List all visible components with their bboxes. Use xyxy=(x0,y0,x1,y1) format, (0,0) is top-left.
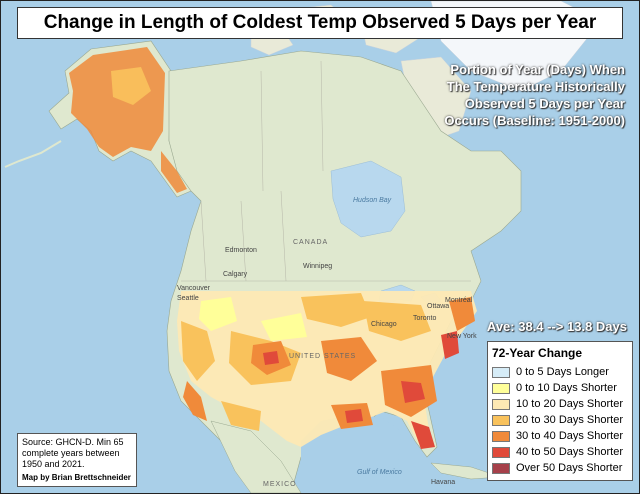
label-hudson-bay: Hudson Bay xyxy=(353,197,392,204)
legend-swatch xyxy=(492,382,510,394)
label-seattle: Seattle xyxy=(177,295,199,302)
map-credit: Map by Brian Brettschneider xyxy=(22,473,131,482)
legend: 72-Year Change 0 to 5 Days Longer 0 to 1… xyxy=(487,341,633,481)
legend-label: 10 to 20 Days Shorter xyxy=(516,398,624,410)
subtitle-line: Portion of Year (Days) When xyxy=(450,62,625,77)
aleutians xyxy=(4,140,62,168)
label-chicago: Chicago xyxy=(371,321,397,328)
label-havana: Havana xyxy=(431,479,456,486)
subtitle-line: Observed 5 Days per Year xyxy=(464,96,625,111)
legend-item: 20 to 30 Days Shorter xyxy=(492,412,628,428)
label-winnipeg: Winnipeg xyxy=(303,263,333,270)
label-gulf-of-mexico: Gulf of Mexico xyxy=(357,469,402,476)
map-title: Change in Length of Coldest Temp Observe… xyxy=(43,12,597,33)
legend-item: Over 50 Days Shorter xyxy=(492,460,628,476)
label-vancouver: Vancouver xyxy=(177,285,210,292)
label-canada: CANADA xyxy=(293,239,329,246)
shading-us xyxy=(177,291,477,449)
legend-item: 30 to 40 Days Shorter xyxy=(492,428,628,444)
shading-alaska xyxy=(69,47,187,193)
legend-swatch xyxy=(492,398,510,410)
legend-label: Over 50 Days Shorter xyxy=(516,462,623,474)
subtitle-line: Occurs (Baseline: 1951-2000) xyxy=(444,113,625,128)
map-subtitle: Portion of Year (Days) When The Temperat… xyxy=(425,61,625,129)
label-united-states: UNITED STATES xyxy=(289,353,357,360)
source-text: Source: GHCN-D. Min 65 complete years be… xyxy=(22,437,132,470)
subtitle-line: The Temperature Historically xyxy=(446,79,625,94)
legend-item: 0 to 5 Days Longer xyxy=(492,364,628,380)
label-new-york: New York xyxy=(447,333,477,340)
title-box: Change in Length of Coldest Temp Observe… xyxy=(17,7,623,39)
legend-swatch xyxy=(492,430,510,442)
hudson-bay xyxy=(330,160,406,238)
legend-swatch xyxy=(492,462,510,474)
legend-label: 0 to 5 Days Longer xyxy=(516,366,609,378)
legend-swatch xyxy=(492,366,510,378)
label-ottawa: Ottawa xyxy=(427,303,450,310)
source-line: 1950 and 2021. xyxy=(22,459,85,469)
legend-label: 0 to 10 Days Shorter xyxy=(516,382,617,394)
source-line: complete years between xyxy=(22,448,120,458)
average-label: Ave: 38.4 --> 13.8 Days xyxy=(486,319,627,334)
legend-swatch xyxy=(492,414,510,426)
source-line: Source: GHCN-D. Min 65 xyxy=(22,437,124,447)
legend-label: 40 to 50 Days Shorter xyxy=(516,446,624,458)
mexico-land xyxy=(210,420,302,493)
label-toronto: Toronto xyxy=(413,315,437,322)
legend-item: 40 to 50 Days Shorter xyxy=(492,444,628,460)
source-box: Source: GHCN-D. Min 65 complete years be… xyxy=(17,433,137,487)
legend-swatch xyxy=(492,446,510,458)
legend-label: 30 to 40 Days Shorter xyxy=(516,430,624,442)
label-montreal: Montréal xyxy=(445,297,473,304)
legend-title: 72-Year Change xyxy=(492,346,583,360)
boundaries xyxy=(181,60,471,282)
cuba xyxy=(430,462,502,480)
label-mexico: MEXICO xyxy=(263,481,297,488)
label-edmonton: Edmonton xyxy=(225,247,257,254)
legend-item: 0 to 10 Days Shorter xyxy=(492,380,628,396)
legend-item: 10 to 20 Days Shorter xyxy=(492,396,628,412)
gulf-of-mexico xyxy=(301,415,401,493)
legend-label: 20 to 30 Days Shorter xyxy=(516,414,624,426)
label-calgary: Calgary xyxy=(223,271,248,278)
